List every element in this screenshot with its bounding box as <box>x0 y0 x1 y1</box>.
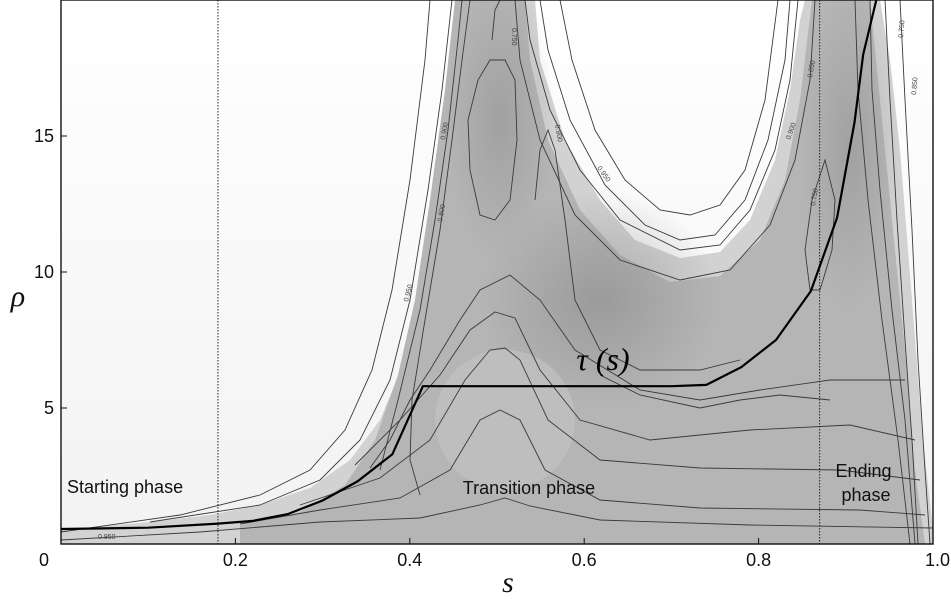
contour-line <box>804 158 836 291</box>
contour-label: 0.750 <box>510 28 517 46</box>
contour-line <box>869 0 916 544</box>
contour-line <box>854 0 911 544</box>
contour-line <box>884 0 919 544</box>
x-tick-label: 0.2 <box>223 550 248 570</box>
contour-label: 0.950 <box>403 284 414 303</box>
phase-label-ending-line2: phase <box>841 485 890 505</box>
contour-line <box>899 0 931 544</box>
curve-label: τ (s) <box>576 341 629 377</box>
phase-label-ending-line1: Ending <box>835 461 891 481</box>
contour-label: 0.800 <box>437 204 447 223</box>
y-tick-label: 10 <box>34 262 54 282</box>
x-tick-label: 0.8 <box>746 550 771 570</box>
x-tick-label: 0.4 <box>397 550 422 570</box>
contour-label: 0.850 <box>807 60 817 79</box>
contour-line <box>491 0 501 41</box>
curve-label-text: τ (s) <box>576 341 629 377</box>
y-tick-label: 15 <box>34 126 54 146</box>
x-tick-label: 0.6 <box>572 550 597 570</box>
contour-label: 0.850 <box>911 77 920 95</box>
contour-line <box>299 347 921 506</box>
contour-line <box>559 0 779 216</box>
x-tick-label: 0 <box>39 550 49 570</box>
contour-line <box>379 0 463 471</box>
phase-label-ending: Ending phase <box>835 461 896 505</box>
contour-line <box>369 274 905 469</box>
contour-line <box>524 0 799 251</box>
y-axis-label: ρ <box>10 280 25 313</box>
contour-line <box>599 374 831 409</box>
contour-line <box>239 409 926 525</box>
contour-line <box>61 497 933 541</box>
x-axis-label: s <box>502 566 514 599</box>
contour-line <box>409 0 471 496</box>
contour-line <box>467 59 518 221</box>
contour-label: 0.800 <box>553 124 563 143</box>
contour-line <box>61 0 431 533</box>
contour-label: 0.900 <box>440 122 450 141</box>
tau-curve <box>61 0 878 531</box>
contour-label: 0.750 <box>810 188 820 207</box>
contour-label: 0.750 <box>898 20 907 38</box>
phase-label-transition: Transition phase <box>463 478 595 498</box>
y-tick-label: 5 <box>44 398 54 418</box>
phase-label-starting: Starting phase <box>67 477 183 497</box>
x-tick-label: 1.0 <box>925 550 950 570</box>
contour-line <box>149 0 453 523</box>
contour-line <box>534 128 741 371</box>
contour-line <box>514 0 816 281</box>
contour-line <box>539 0 791 241</box>
contour-line <box>354 311 916 466</box>
contour-label: 0.950 <box>98 534 116 541</box>
